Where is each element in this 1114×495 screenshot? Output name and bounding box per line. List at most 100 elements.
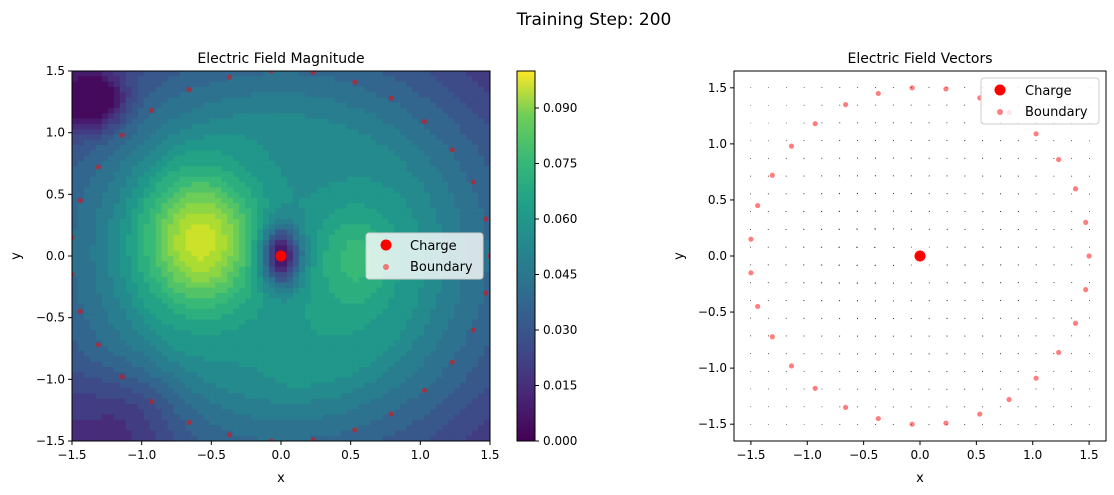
heatmap-cell	[310, 129, 318, 136]
heatmap-cell	[430, 404, 437, 410]
heatmap-cell	[72, 271, 79, 278]
heatmap-cell	[340, 314, 348, 321]
heatmap-cell	[215, 419, 222, 426]
heatmap-cell	[185, 129, 193, 136]
heatmap-cell	[436, 388, 443, 395]
heatmap-cell	[472, 182, 479, 188]
heatmap-cell	[322, 240, 330, 247]
heatmap-cell	[424, 319, 431, 326]
heatmap-cell	[370, 287, 378, 294]
heatmap-cell	[89, 282, 97, 289]
heatmap-cell	[77, 404, 85, 410]
heatmap-cell	[275, 266, 282, 273]
heatmap-cell	[131, 229, 139, 236]
heatmap-cell	[179, 308, 187, 315]
heatmap-cell	[239, 361, 246, 368]
heatmap-cell	[191, 356, 198, 363]
heatmap-cell	[412, 345, 419, 352]
heatmap-cell	[227, 139, 234, 146]
heatmap-cell	[89, 86, 97, 93]
heatmap-cell	[113, 303, 121, 310]
heatmap-cell	[251, 102, 258, 109]
heatmap-cell	[352, 430, 360, 437]
heatmap-cell	[394, 81, 402, 88]
heatmap-cell	[418, 324, 425, 331]
heatmap-cell	[143, 102, 151, 109]
heatmap-cell	[83, 150, 91, 157]
heatmap-cell	[406, 393, 413, 400]
heatmap-cell	[472, 76, 479, 83]
heatmap-cell	[119, 356, 127, 363]
heatmap-cell	[304, 430, 312, 437]
heatmap-cell	[137, 171, 145, 178]
heatmap-cell	[245, 102, 252, 109]
heatmap-cell	[161, 425, 169, 432]
heatmap-cell	[245, 282, 252, 289]
heatmap-cell	[89, 298, 97, 305]
heatmap-cell	[95, 308, 103, 315]
heatmap-cell	[179, 224, 187, 231]
heatmap-cell	[286, 81, 294, 88]
heatmap-cell	[119, 145, 127, 151]
heatmap-cell	[418, 430, 425, 437]
heatmap-cell	[466, 92, 473, 99]
heatmap-cell	[263, 86, 270, 93]
heatmap-cell	[209, 192, 216, 199]
heatmap-cell	[95, 398, 103, 405]
heatmap-cell	[83, 160, 91, 167]
heatmap-cell	[346, 86, 354, 93]
heatmap-cell	[388, 102, 396, 109]
heatmap-cell	[472, 197, 479, 204]
heatmap-cell	[107, 388, 115, 395]
heatmap-cell	[406, 224, 413, 231]
heatmap-cell	[418, 404, 425, 410]
heatmap-cell	[448, 219, 455, 225]
heatmap-cell	[322, 108, 330, 114]
heatmap-cell	[286, 182, 294, 188]
heatmap-cell	[322, 134, 330, 141]
heatmap-cell	[328, 361, 336, 368]
heatmap-cell	[292, 324, 300, 331]
heatmap-cell	[107, 171, 115, 178]
heatmap-cell	[442, 351, 449, 358]
heatmap-cell	[406, 160, 413, 167]
heatmap-cell	[281, 330, 288, 336]
heatmap-cell	[215, 71, 222, 77]
heatmap-cell	[454, 298, 461, 305]
heatmap-cell	[143, 425, 151, 432]
heatmap-cell	[382, 425, 390, 432]
heatmap-cell	[442, 203, 449, 210]
heatmap-cell	[352, 150, 360, 157]
heatmap-cell	[209, 409, 216, 416]
heatmap-cell	[209, 97, 216, 104]
heatmap-cell	[107, 361, 115, 368]
heatmap-cell	[233, 208, 240, 215]
boundary-point	[226, 432, 233, 438]
heatmap-cell	[281, 293, 288, 299]
heatmap-cell	[484, 240, 490, 247]
heatmap-cell	[281, 409, 288, 416]
heatmap-cell	[298, 81, 306, 88]
heatmap-cell	[430, 113, 437, 120]
heatmap-cell	[191, 160, 198, 167]
heatmap-cell	[119, 414, 127, 421]
heatmap-cell	[269, 92, 276, 99]
heatmap-cell	[412, 404, 419, 410]
heatmap-cell	[143, 203, 151, 210]
heatmap-cell	[131, 308, 139, 315]
heatmap-cell	[388, 356, 396, 363]
heatmap-cell	[227, 404, 234, 410]
heatmap-cell	[412, 324, 419, 331]
heatmap-cell	[424, 192, 431, 199]
heatmap-cell	[286, 123, 294, 130]
heatmap-cell	[227, 250, 234, 257]
heatmap-cell	[101, 425, 109, 432]
heatmap-cell	[275, 419, 282, 426]
heatmap-cell	[239, 330, 246, 336]
heatmap-cell	[137, 298, 145, 305]
heatmap-cell	[346, 367, 354, 373]
heatmap-cell	[257, 261, 264, 268]
heatmap-cell	[275, 308, 282, 315]
heatmap-cell	[95, 361, 103, 368]
heatmap-cell	[131, 139, 139, 146]
